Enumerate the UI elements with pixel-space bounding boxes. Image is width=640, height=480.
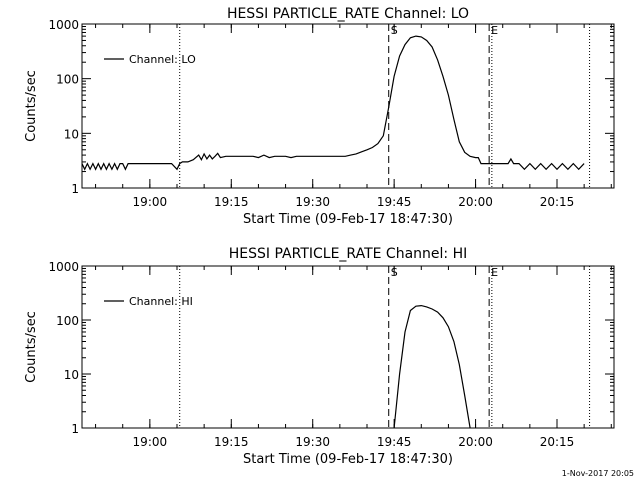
chart1-legend-entry: Channel: LO: [129, 53, 196, 66]
chart2-plot-frame: [81, 265, 615, 429]
chart1-x-tick-label: 19:30: [295, 195, 330, 209]
chart1-title: HESSI PARTICLE_RATE Channel: LO: [227, 6, 469, 22]
chart2-y-tick-label: 1000: [48, 260, 79, 274]
chart1-y-axis-label: Counts/sec: [24, 70, 39, 142]
chart1-y-tick-label: 100: [56, 73, 79, 87]
chart2-x-tick-label: 19:30: [295, 435, 330, 449]
chart1-x-axis-label: Start Time (09-Feb-17 18:47:30): [243, 212, 453, 227]
chart2-x-tick-label: 20:00: [458, 435, 493, 449]
chart2-y-tick-label: 1: [71, 422, 79, 436]
chart1-plot-frame: [81, 23, 615, 189]
chart2-y-axis-label: Counts/sec: [24, 311, 39, 383]
chart2-y-tick-label: 10: [64, 368, 79, 382]
chart1-annotation-label-e: E: [491, 24, 498, 37]
chart1-y-tick-label: 10: [64, 127, 79, 141]
chart1-annotation-label-s: S: [391, 24, 398, 37]
chart2-legend-entry: Channel: HI: [129, 295, 193, 308]
chart2-annotation-label-s: S: [391, 266, 398, 279]
chart1-y-tick-label: 1000: [48, 18, 79, 32]
chart1-x-tick-label: 20:15: [540, 195, 575, 209]
chart2-x-tick-label: 19:45: [377, 435, 412, 449]
chart2-x-axis-label: Start Time (09-Feb-17 18:47:30): [243, 452, 453, 467]
chart1-x-tick-label: 19:00: [133, 195, 168, 209]
chart2-x-tick-label: 19:15: [214, 435, 249, 449]
chart2-y-tick-label: 100: [56, 314, 79, 328]
chart1-series-line-1: [81, 35, 585, 171]
chart2-annotation-label-e: E: [491, 266, 498, 279]
chart1-x-tick-label: 19:45: [377, 195, 412, 209]
footer-timestamp: 1-Nov-2017 20:05: [561, 469, 634, 478]
chart1-y-tick-label: 1: [71, 182, 79, 196]
chart2-x-tick-label: 19:00: [133, 435, 168, 449]
chart2-title: HESSI PARTICLE_RATE Channel: HI: [229, 246, 467, 262]
chart2-series-line-1: [393, 304, 471, 429]
chart1-x-tick-label: 19:15: [214, 195, 249, 209]
chart2-x-tick-label: 20:15: [540, 435, 575, 449]
chart1-x-tick-label: 20:00: [458, 195, 493, 209]
